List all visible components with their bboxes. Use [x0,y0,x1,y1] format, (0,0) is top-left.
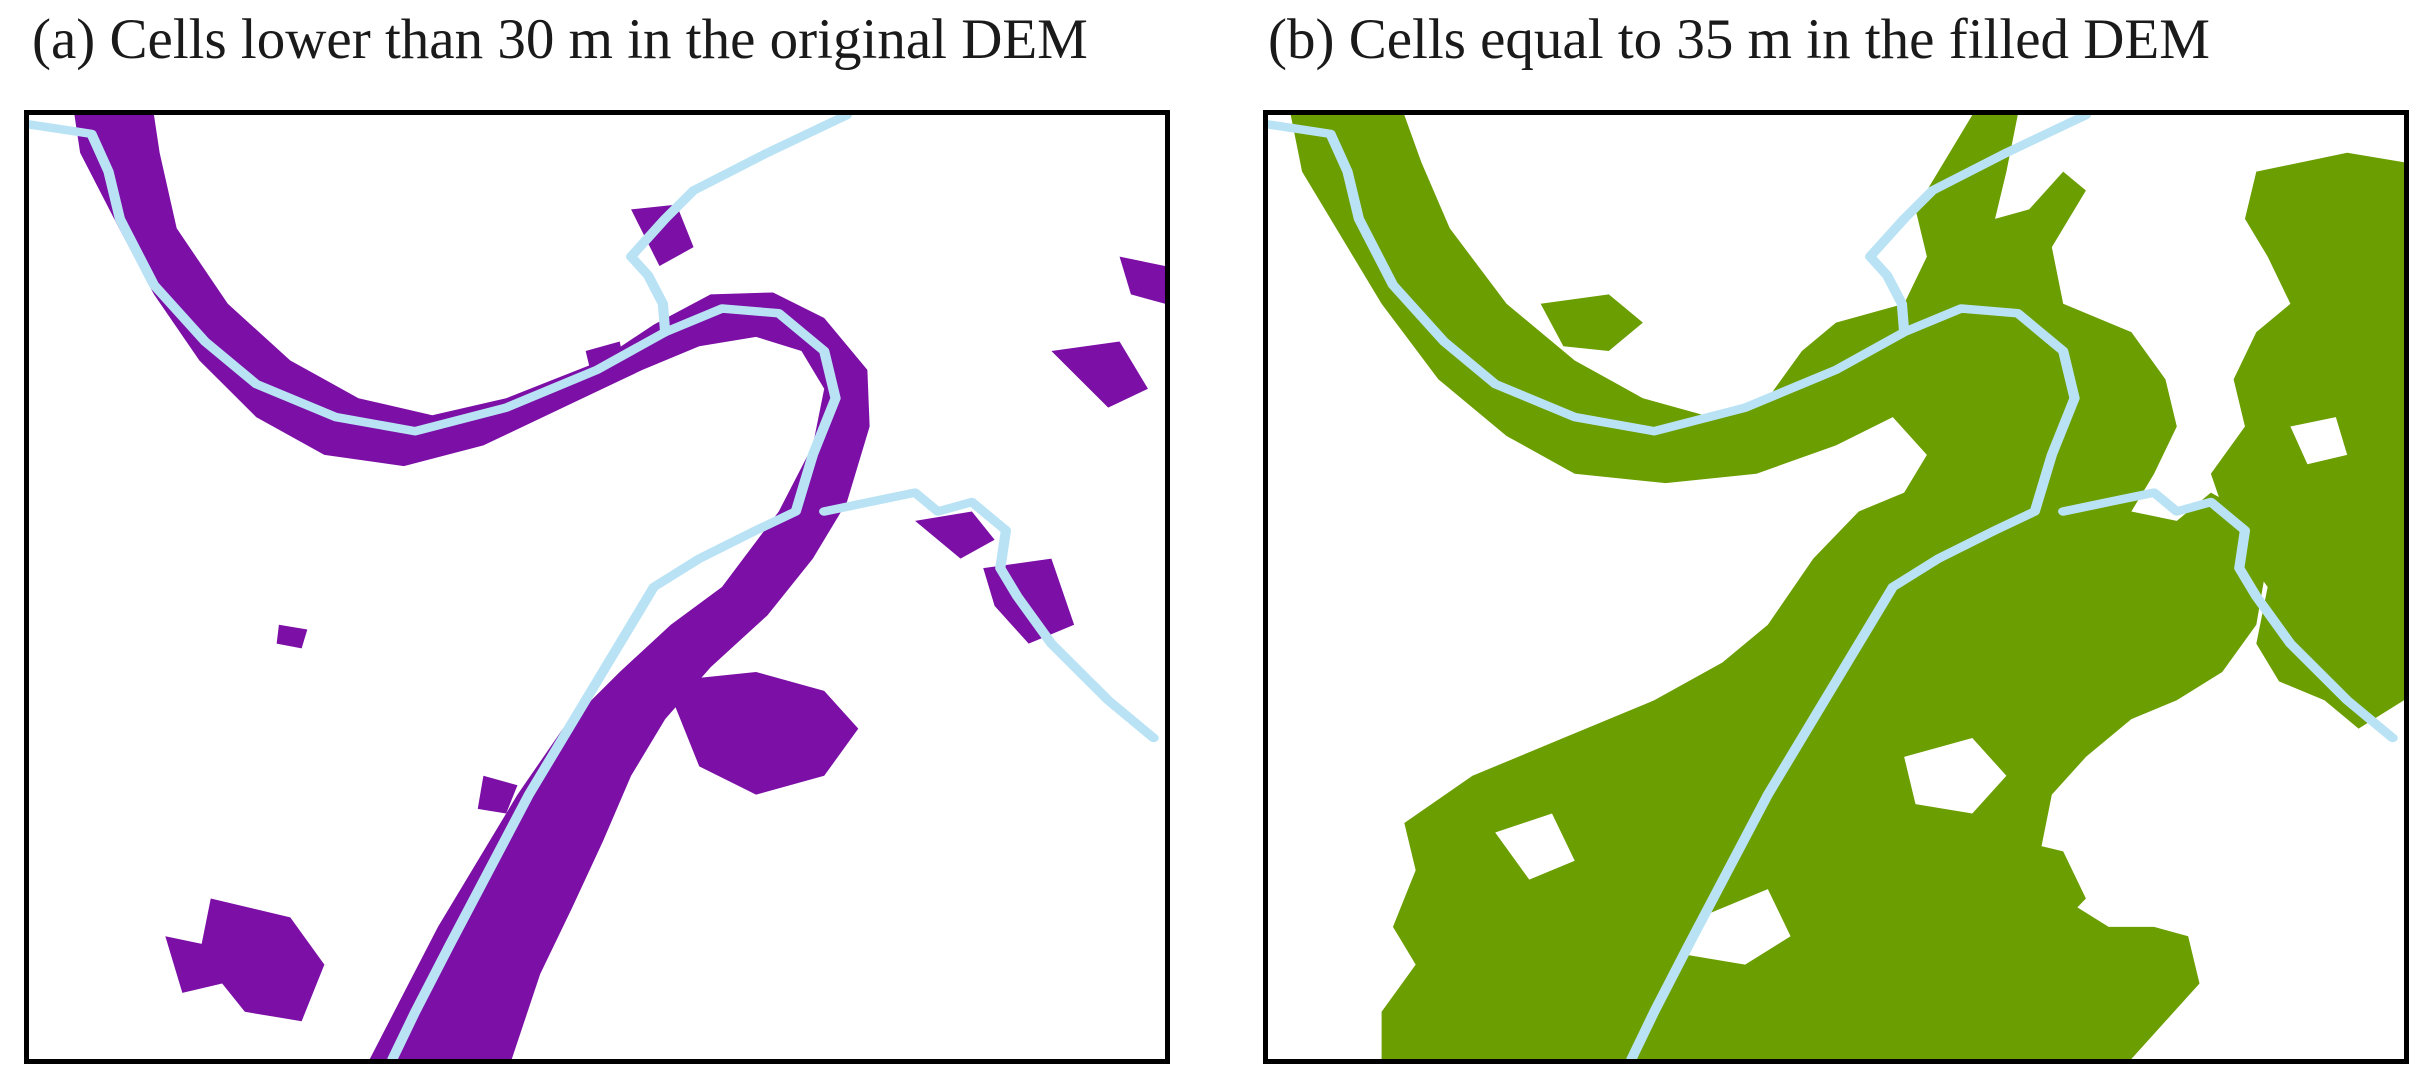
low-cells-patch [665,671,859,795]
low-cells-layer [74,115,1165,1059]
low-cells-patch [165,936,223,993]
tributary-line [625,115,853,337]
low-cells-patch [1119,256,1165,304]
low-cells-patch [1051,341,1148,408]
river-corridor-fill [74,115,870,1059]
floodplain-fill [1904,832,2086,946]
map-panel-b [1263,110,2409,1064]
floodplain-fill [1540,294,1643,351]
gap-patch [2290,417,2348,465]
panel-b-title: (b) Cells equal to 35 m in the filled DE… [1268,8,2210,71]
gap-patch [1688,889,1791,965]
map-panel-a [24,110,1170,1064]
gap-patch [1495,813,1575,880]
tributary-line [2058,488,2398,743]
map-b-canvas [1268,115,2404,1059]
tributary-line [1864,115,2092,337]
tributary-line [819,488,1159,743]
filled-cells-layer [1290,115,2404,1059]
low-cells-patch [276,624,308,649]
river-line [29,120,841,1059]
low-cells-patch [631,204,694,267]
gap-patch [1904,738,2007,814]
panel-a-title: (a) Cells lower than 30 m in the origina… [32,8,1088,71]
low-cells-patch [477,775,518,814]
map-a-canvas [29,115,1165,1059]
river-line [1268,120,2080,1059]
low-cells-patch [915,511,995,559]
interior-gaps [1495,417,2348,965]
low-cells-patch [199,898,325,1022]
